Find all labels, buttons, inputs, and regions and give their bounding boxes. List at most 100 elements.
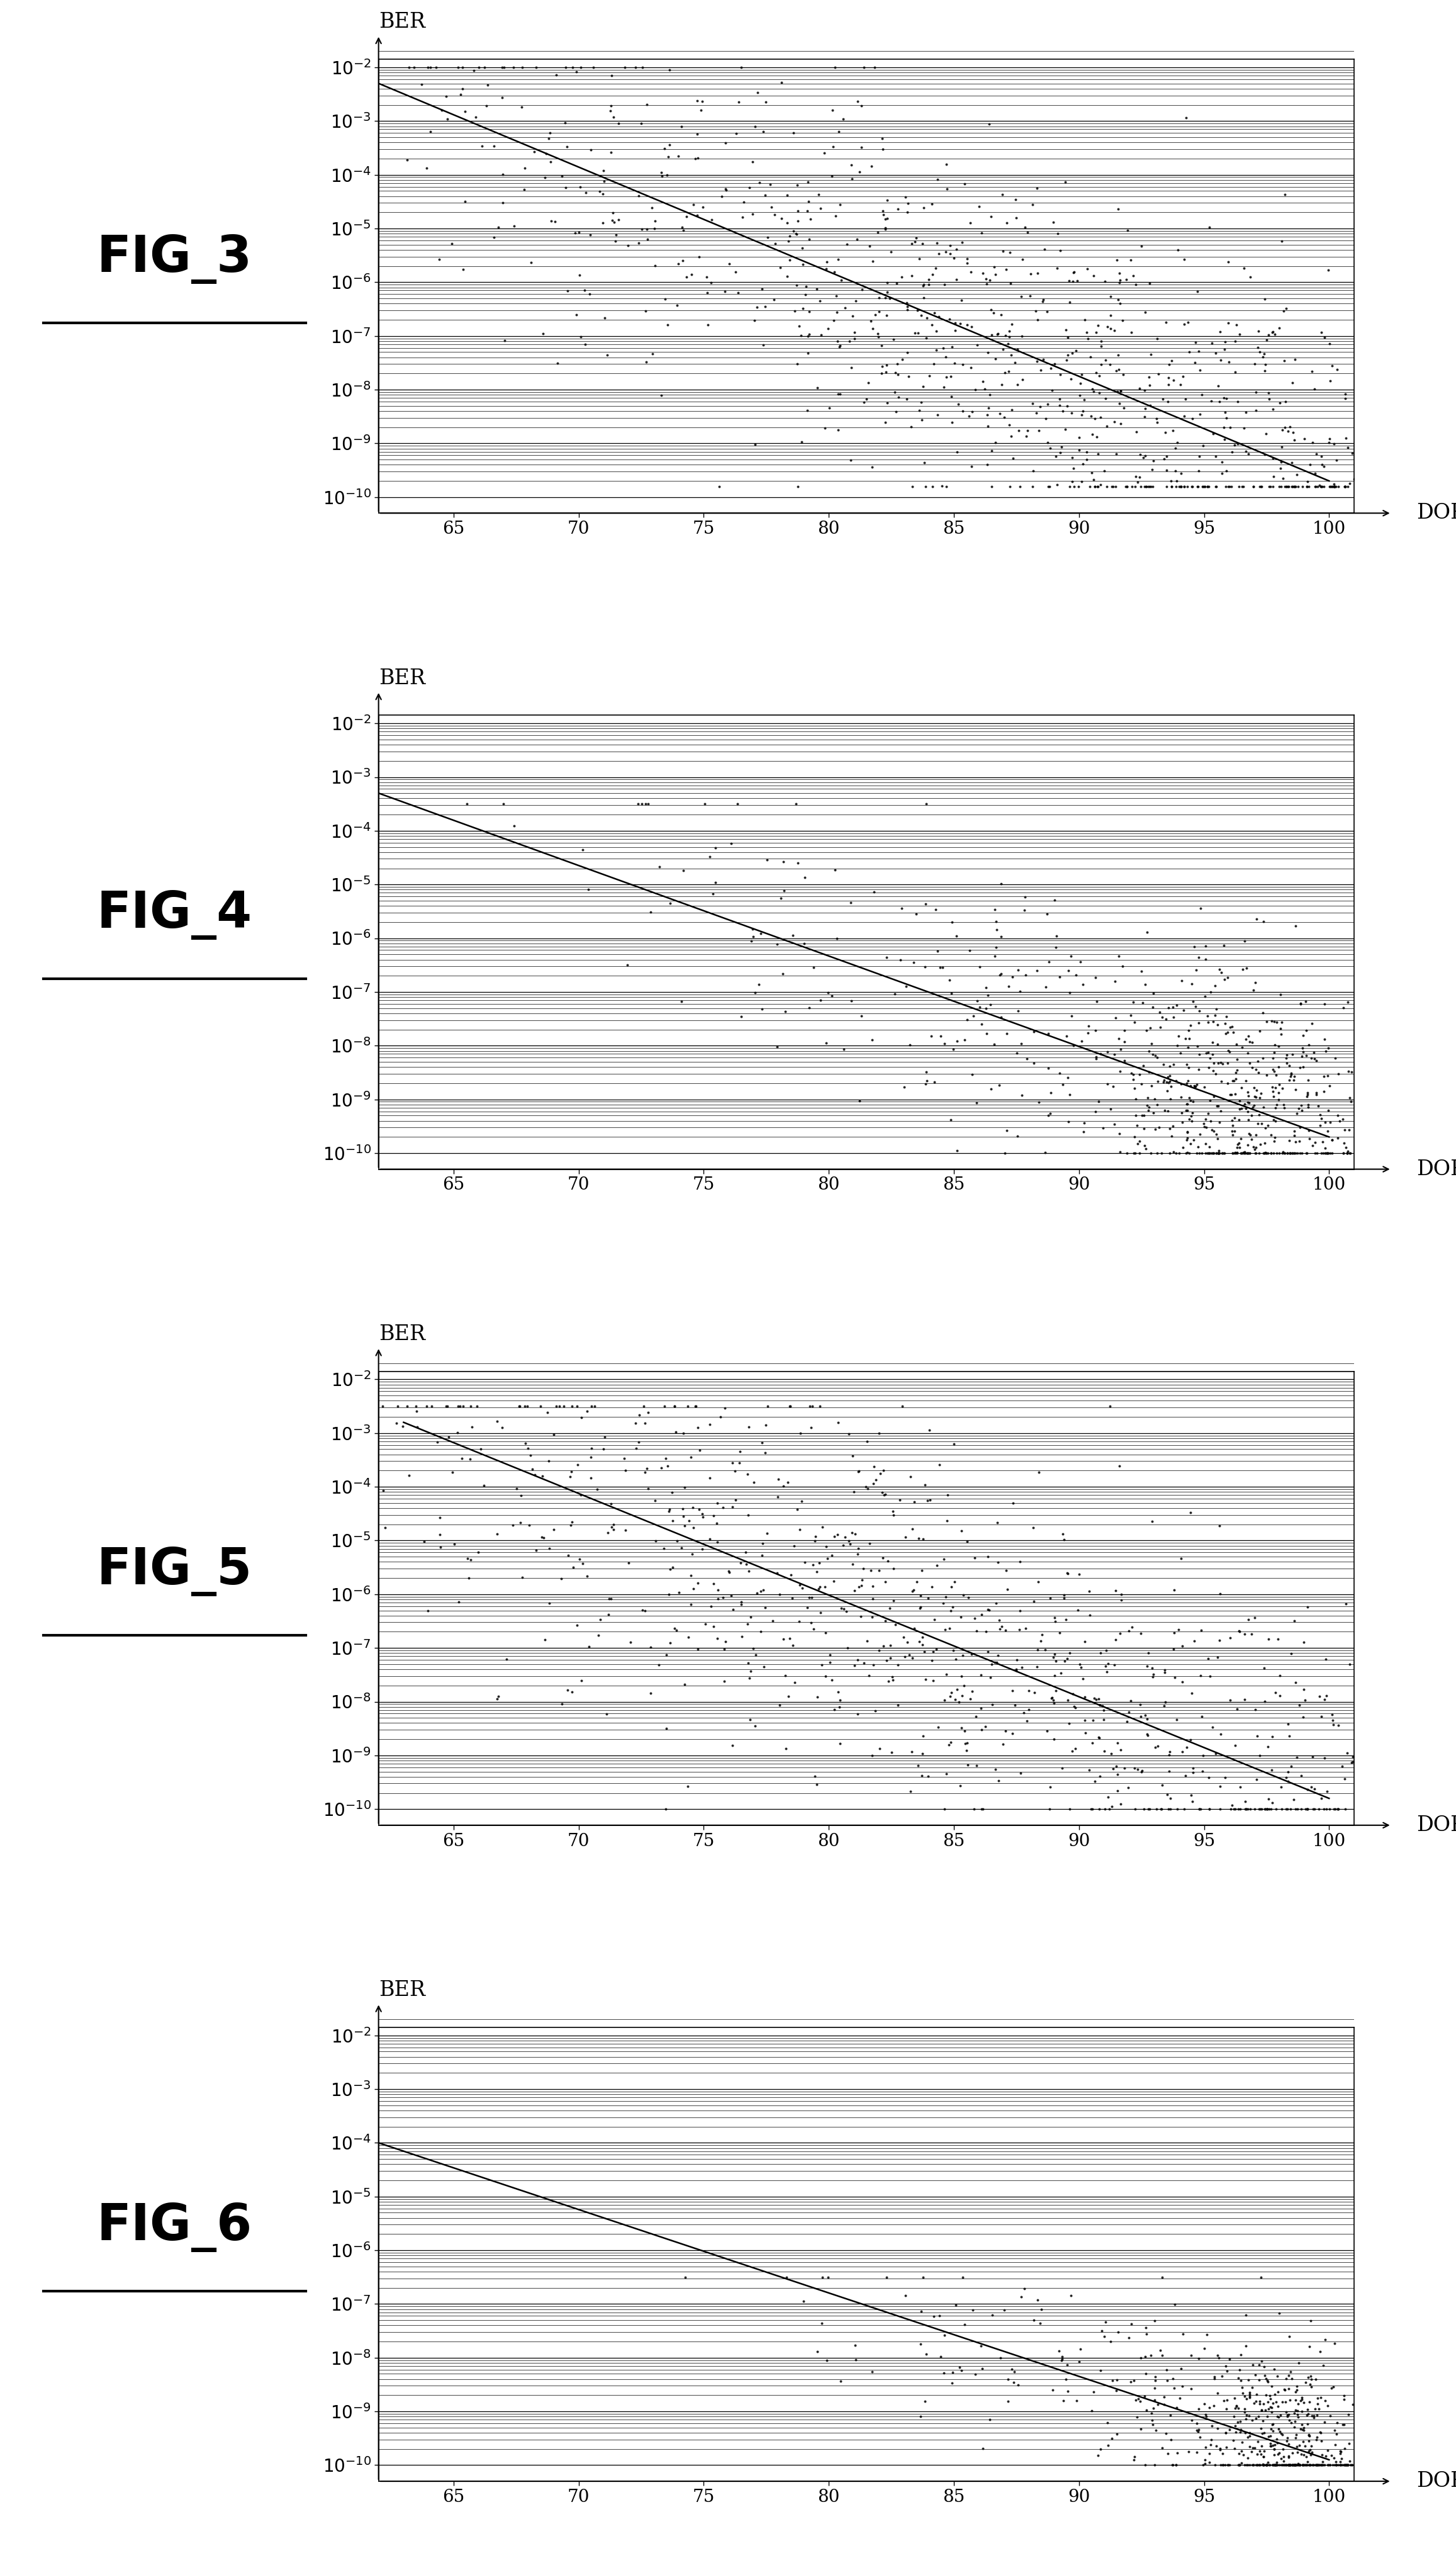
Point xyxy=(1219,1788,1242,1829)
Point xyxy=(1257,2361,1280,2402)
Point xyxy=(579,1427,603,1468)
Point xyxy=(1057,335,1080,376)
Point xyxy=(1306,2445,1329,2486)
Point xyxy=(1085,312,1108,353)
Point xyxy=(1140,2399,1163,2440)
Point xyxy=(550,156,574,197)
Point xyxy=(1261,1716,1284,1757)
Point xyxy=(1254,1681,1277,1722)
Point xyxy=(702,1563,725,1604)
Point xyxy=(1305,1072,1328,1113)
Point xyxy=(1146,1727,1169,1768)
Point xyxy=(598,90,622,130)
Point xyxy=(1142,1658,1165,1699)
Point xyxy=(728,1430,751,1471)
Point xyxy=(1067,1553,1091,1594)
Point xyxy=(1144,1727,1168,1768)
Point xyxy=(1278,1133,1302,1174)
Point xyxy=(911,223,935,263)
Point xyxy=(1248,1788,1271,1829)
Point xyxy=(964,1599,987,1640)
Point xyxy=(1334,1110,1357,1151)
Point xyxy=(1101,466,1124,506)
Point xyxy=(1334,1788,1357,1829)
Point xyxy=(1332,1123,1356,1164)
Point xyxy=(1163,1612,1187,1652)
Point xyxy=(909,1576,932,1617)
Point xyxy=(1133,1126,1156,1166)
Point xyxy=(1290,1085,1313,1126)
Point xyxy=(671,240,695,281)
Point xyxy=(789,1412,812,1453)
Point xyxy=(974,258,997,299)
Point xyxy=(1009,1023,1032,1064)
Point xyxy=(818,1635,842,1675)
Point xyxy=(718,1550,741,1591)
Point xyxy=(706,1571,729,1612)
Point xyxy=(1160,466,1184,506)
Point xyxy=(1284,906,1307,946)
Point xyxy=(1286,1788,1309,1829)
Point xyxy=(579,1386,603,1427)
Point xyxy=(1334,373,1357,414)
Point xyxy=(1232,2371,1255,2412)
Point xyxy=(916,1755,939,1796)
Point xyxy=(1241,2445,1264,2486)
Point xyxy=(435,100,459,141)
Point xyxy=(1174,396,1197,437)
Point xyxy=(855,1420,878,1461)
Point xyxy=(1187,450,1210,491)
Point xyxy=(633,1591,657,1632)
Point xyxy=(466,1386,489,1427)
Point xyxy=(1054,409,1077,450)
Point xyxy=(1313,985,1337,1026)
Point xyxy=(655,1709,678,1750)
Point xyxy=(1005,179,1028,220)
Point xyxy=(1187,2412,1210,2453)
Point xyxy=(1120,1051,1143,1092)
Point xyxy=(821,125,844,166)
Point xyxy=(1270,2445,1293,2486)
Point xyxy=(1089,396,1112,437)
Point xyxy=(833,1517,856,1558)
Point xyxy=(894,177,917,217)
Point xyxy=(1291,2445,1315,2486)
Point xyxy=(1270,1003,1293,1044)
Point xyxy=(1229,2402,1252,2443)
Point xyxy=(1095,407,1118,448)
Point xyxy=(1306,1085,1329,1126)
Point xyxy=(1259,2425,1283,2466)
Point xyxy=(619,1622,642,1663)
Point xyxy=(763,194,786,235)
Point xyxy=(1290,1755,1313,1796)
Point xyxy=(952,1665,976,1706)
Point xyxy=(1056,1056,1079,1097)
Point xyxy=(1318,2445,1341,2486)
Point xyxy=(1172,1788,1195,1829)
Point xyxy=(1000,957,1024,998)
Point xyxy=(1200,1110,1223,1151)
Point xyxy=(1133,1095,1156,1136)
Point xyxy=(1016,1688,1040,1729)
Point xyxy=(1309,2445,1332,2486)
Point xyxy=(814,1527,837,1568)
Point xyxy=(948,2348,971,2389)
Point xyxy=(933,335,957,376)
Point xyxy=(858,225,881,266)
Point xyxy=(1262,1100,1286,1141)
Point xyxy=(980,197,1003,238)
Point xyxy=(1152,379,1175,420)
Point xyxy=(987,1599,1010,1640)
Point xyxy=(865,1458,888,1499)
Point xyxy=(810,980,833,1021)
Point xyxy=(1080,2389,1104,2430)
Point xyxy=(1075,432,1098,473)
Point xyxy=(1195,995,1219,1036)
Point xyxy=(597,1594,620,1635)
Point xyxy=(593,1417,616,1458)
Point xyxy=(652,1527,676,1568)
Point xyxy=(1107,1755,1130,1796)
Point xyxy=(1155,998,1178,1039)
Point xyxy=(1226,1788,1249,1829)
Point xyxy=(428,1496,451,1537)
